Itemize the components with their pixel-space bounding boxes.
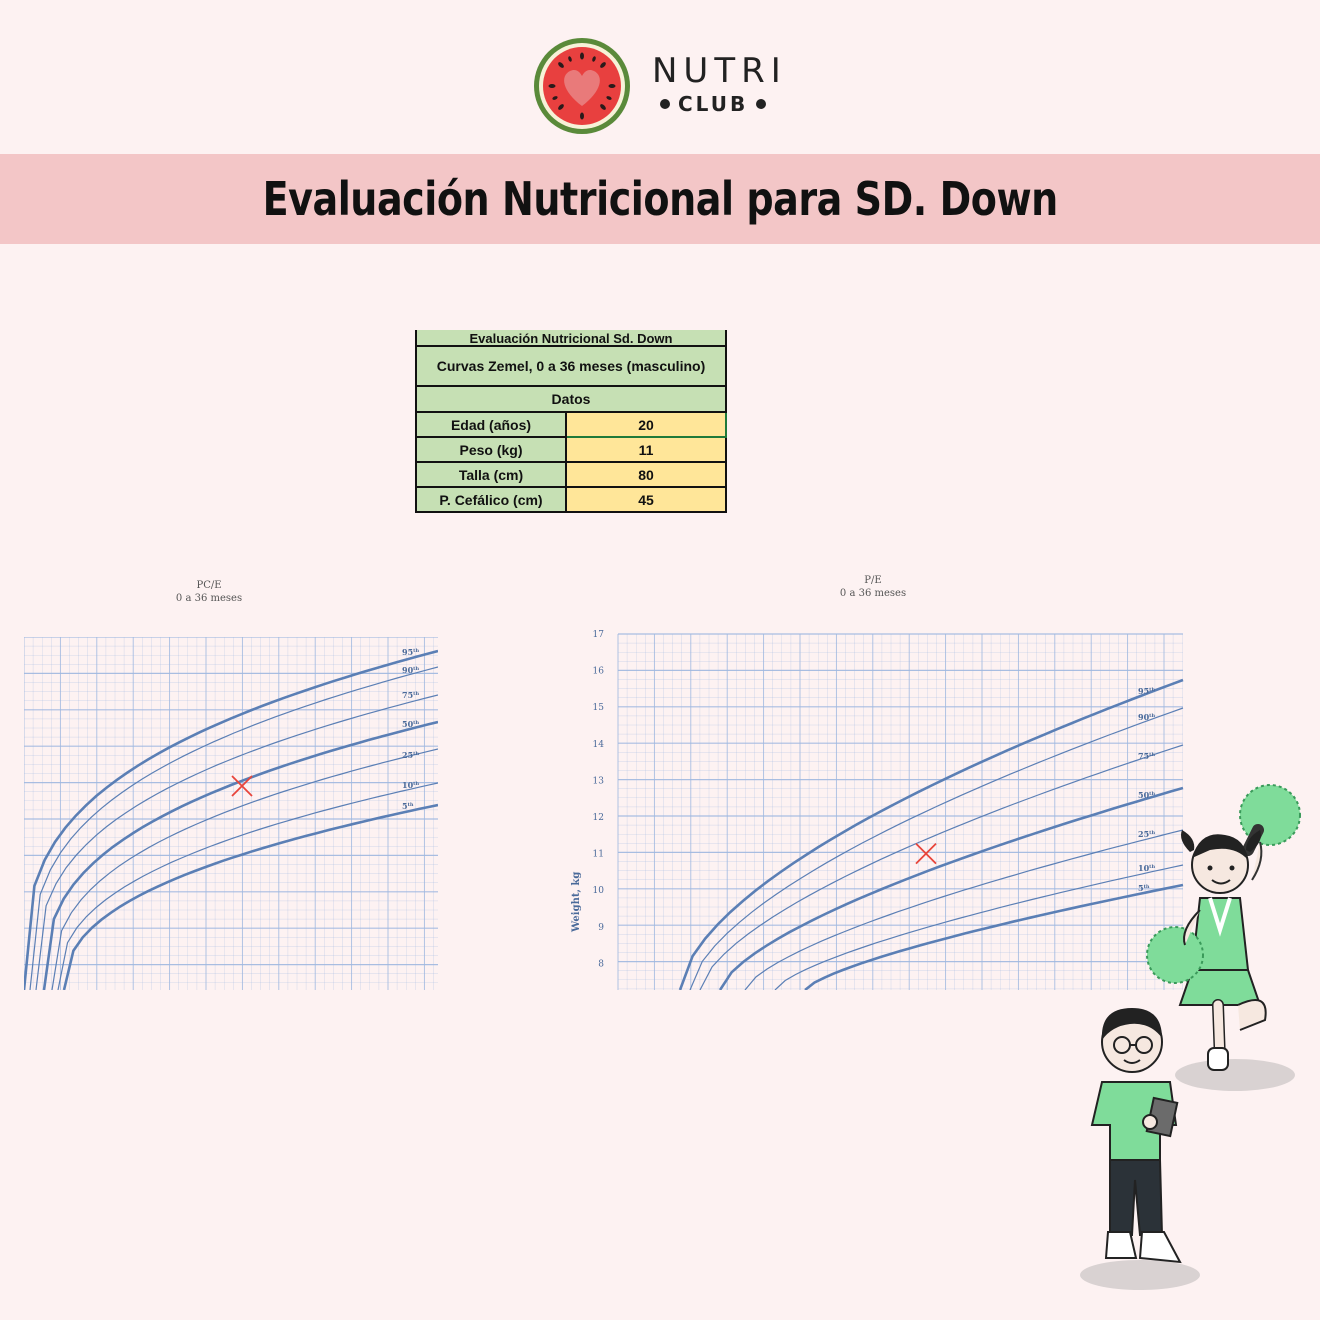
- row-label: Peso (kg): [415, 436, 567, 463]
- brand-name-top: NUTRI: [652, 51, 787, 91]
- percentile-label: 95th: [402, 647, 419, 657]
- percentile-label: 50th: [402, 719, 419, 729]
- table-row: Peso (kg) 11: [415, 436, 727, 463]
- percentile-curve: [804, 883, 1184, 990]
- percentile-label: 25th: [402, 750, 419, 760]
- row-value-cell[interactable]: 45: [565, 486, 727, 513]
- weight-for-age-chart: 17 16 15 14 13 12 11 10 9 8 Weight, kg 95th 90th 75th…: [571, 630, 1184, 990]
- chart-pe-heading: P/E 0 a 36 meses: [823, 574, 923, 600]
- dot-icon: [756, 99, 767, 109]
- percentile-curve: [51, 748, 438, 990]
- chart-title: P/E: [864, 575, 882, 586]
- marker-x: [915, 842, 937, 865]
- marker-x: [231, 775, 253, 797]
- percentile-label: 25th: [1138, 829, 1155, 839]
- head-circumference-chart: 95th 90th 75th 50th 25th 10th 5th: [24, 637, 438, 990]
- percentile-label: 95th: [1138, 686, 1155, 696]
- percentile-curve: [699, 744, 1184, 990]
- chart-pce-heading: PC/E 0 a 36 meses: [159, 579, 259, 605]
- percentile-label: 75th: [402, 690, 419, 700]
- percentile-label: 90th: [1138, 712, 1155, 722]
- y-tick-label: 13: [593, 776, 605, 786]
- y-axis-label: Weight, kg: [571, 872, 582, 933]
- chart-subtitle: 0 a 36 meses: [175, 593, 243, 604]
- y-tick-label: 14: [593, 740, 605, 750]
- y-tick-label: 12: [593, 813, 604, 823]
- percentile-label: 10th: [402, 780, 419, 790]
- percentile-curve: [689, 707, 1184, 990]
- y-tick-label: 8: [598, 959, 604, 969]
- row-label: Edad (años): [415, 411, 567, 438]
- percentile-label: 90th: [402, 665, 419, 675]
- percentile-curve: [774, 864, 1184, 990]
- percentile-curve: [35, 694, 438, 990]
- chart-subtitle: 0 a 36 meses: [839, 588, 907, 599]
- brand-name-bottom: CLUB: [678, 92, 749, 116]
- percentile-curve: [57, 782, 438, 990]
- y-tick-label: 10: [593, 886, 605, 896]
- cheerleader-girl-illustration: [1146, 784, 1301, 1091]
- y-tick-label: 15: [593, 703, 605, 713]
- percentile-curve: [42, 720, 438, 990]
- y-tick-label: 11: [593, 850, 604, 860]
- y-tick-label: 9: [598, 923, 604, 933]
- table-row: P. Cefálico (cm) 45: [415, 486, 727, 513]
- percentile-label: 10th: [1138, 863, 1155, 873]
- percentile-label: 50th: [1138, 790, 1155, 800]
- title-banner: Evaluación Nutricional para SD. Down: [0, 154, 1320, 244]
- percentile-curve: [24, 649, 438, 990]
- row-label: P. Cefálico (cm): [415, 486, 567, 513]
- percentile-curve: [744, 829, 1184, 990]
- chart-title: PC/E: [196, 580, 222, 591]
- y-tick-label: 16: [593, 667, 605, 677]
- percentile-label: 5th: [402, 801, 414, 811]
- row-value-cell[interactable]: 20: [565, 411, 727, 438]
- percentile-curve: [29, 666, 438, 990]
- row-label: Talla (cm): [415, 461, 567, 488]
- percentile-label: 75th: [1138, 751, 1155, 761]
- table-row: Talla (cm) 80: [415, 461, 727, 488]
- table-section: Datos: [415, 385, 727, 413]
- dot-icon: [660, 99, 670, 109]
- watermelon-logo-icon: [534, 38, 630, 134]
- row-value-cell[interactable]: 11: [565, 436, 727, 463]
- row-value-cell[interactable]: 80: [565, 461, 727, 488]
- percentile-curve: [678, 678, 1184, 990]
- table-title: Evaluación Nutricional Sd. Down: [415, 330, 727, 347]
- boy-reading-illustration: [1080, 1008, 1200, 1290]
- page-title: Evaluación Nutricional para SD. Down: [262, 172, 1058, 226]
- evaluation-table: Evaluación Nutricional Sd. Down Curvas Z…: [415, 330, 727, 513]
- percentile-label: 5th: [1138, 883, 1150, 893]
- percentile-curve: [62, 803, 438, 990]
- y-tick-label: 17: [593, 630, 605, 640]
- table-subtitle: Curvas Zemel, 0 a 36 meses (masculino): [415, 345, 727, 387]
- percentile-curve: [718, 786, 1184, 990]
- brand-name: NUTRI CLUB: [652, 52, 792, 116]
- table-row: Edad (años) 20: [415, 411, 727, 438]
